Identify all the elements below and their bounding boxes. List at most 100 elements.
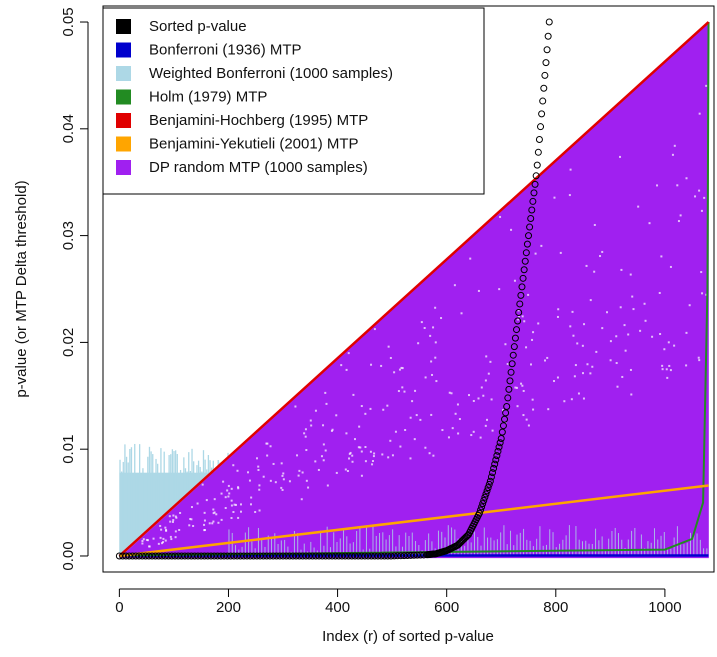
sorted-p-value-point [478, 503, 486, 511]
legend-label: Sorted p-value [149, 18, 247, 35]
sorted-p-value-point [492, 456, 500, 464]
dp-speckle [498, 288, 501, 291]
dp-speckle [170, 538, 173, 541]
sorted-p-value-point [541, 71, 549, 79]
dp-speckle [559, 251, 562, 254]
sorted-p-value-point [282, 552, 290, 560]
weighted-bonferroni-sample [506, 544, 508, 556]
weighted-bonferroni-sample [473, 531, 475, 556]
weighted-bonferroni-sample [477, 536, 479, 556]
dp-speckle [630, 393, 633, 396]
dp-speckle [517, 318, 520, 321]
dp-speckle [237, 516, 240, 519]
sorted-p-value-point [499, 422, 507, 430]
weighted-bonferroni-sample [565, 535, 567, 556]
sorted-p-value-point [480, 496, 488, 504]
weighted-bonferroni-sample [173, 451, 175, 556]
dp-speckle [705, 84, 708, 87]
weighted-bonferroni-sample [303, 543, 305, 556]
weighted-bonferroni-sample [171, 449, 174, 556]
sorted-p-value-point [335, 552, 343, 560]
dp-speckle [451, 427, 454, 430]
dp-speckle [172, 519, 175, 522]
dp-speckle [667, 341, 670, 344]
weighted-bonferroni-sample [653, 528, 655, 556]
dp-speckle [212, 508, 215, 511]
dp-speckle [659, 332, 662, 335]
sorted-p-value-point [250, 552, 258, 560]
dp-speckle [371, 460, 374, 463]
sorted-p-value-point [276, 552, 284, 560]
weighted-bonferroni-sample [699, 539, 701, 556]
dp-speckle [344, 468, 347, 471]
weighted-bonferroni-sample [392, 529, 394, 556]
dp-speckle [369, 407, 372, 410]
weighted-bonferroni-sample [163, 451, 165, 556]
dp-speckle [240, 510, 243, 513]
dp-speckle [430, 413, 433, 416]
dp-speckle [679, 214, 682, 217]
sorted-p-value-point [510, 343, 518, 351]
dp-speckle [589, 299, 592, 302]
dp-speckle [360, 450, 363, 453]
dp-speckle [141, 542, 144, 545]
weighted-bonferroni-sample [647, 541, 649, 556]
dp-speckle [527, 424, 530, 427]
sorted-p-value-point [495, 443, 503, 451]
sorted-p-value-point [178, 552, 186, 560]
sorted-p-value-point [507, 368, 515, 376]
dp-speckle [215, 513, 218, 516]
sorted-p-value-point [410, 551, 418, 559]
dp-speckle [353, 438, 356, 441]
sorted-p-value-point [341, 552, 349, 560]
weighted-bonferroni-sample [604, 550, 606, 556]
dp-speckle [280, 462, 283, 465]
dp-speckle [532, 408, 535, 411]
dp-speckle [491, 429, 494, 432]
sorted-p-value-point [328, 552, 336, 560]
sorted-p-value-point [243, 552, 251, 560]
sorted-p-value-point [266, 552, 274, 560]
dp-speckle [309, 419, 312, 422]
sorted-p-value-point [543, 46, 551, 54]
dp-speckle [525, 418, 528, 421]
dp-speckle [401, 386, 404, 389]
weighted-bonferroni-sample [339, 538, 341, 556]
dp-speckle [631, 295, 634, 298]
sorted-p-value-point [164, 552, 172, 560]
sorted-p-value-point [344, 552, 352, 560]
dp-speckle [619, 155, 622, 158]
sorted-p-value-point [403, 551, 411, 559]
dp-speckle [504, 343, 507, 346]
dp-speckle [179, 511, 182, 514]
sorted-p-value-point [482, 490, 490, 498]
weighted-bonferroni-sample [401, 546, 403, 556]
dp-speckle [698, 189, 701, 192]
dp-speckle [423, 327, 426, 330]
dp-speckle [525, 346, 528, 349]
dp-speckle [434, 341, 437, 344]
dp-speckle [397, 390, 400, 393]
dp-speckle [468, 394, 471, 397]
dp-speckle [553, 380, 556, 383]
sorted-p-value-point [387, 552, 395, 560]
sorted-p-value-point [348, 552, 356, 560]
weighted-bonferroni-sample [509, 530, 511, 556]
dp-speckle [428, 452, 431, 455]
x-tick-label: 600 [434, 599, 459, 616]
dp-speckle [685, 364, 688, 367]
dp-speckle [557, 308, 560, 311]
dp-speckle [621, 375, 624, 378]
dp-speckle [382, 408, 385, 411]
dp-speckle [599, 255, 602, 258]
dp-speckle [450, 392, 453, 395]
weighted-bonferroni-sample [244, 532, 246, 556]
dp-speckle [581, 372, 584, 375]
dp-speckle [663, 348, 666, 351]
weighted-bonferroni-sample [356, 530, 358, 556]
sorted-p-value-point [308, 552, 316, 560]
sorted-p-value-point [413, 551, 421, 559]
dp-speckle [360, 405, 363, 408]
dp-speckle [643, 302, 646, 305]
weighted-bonferroni-sample [382, 532, 384, 556]
